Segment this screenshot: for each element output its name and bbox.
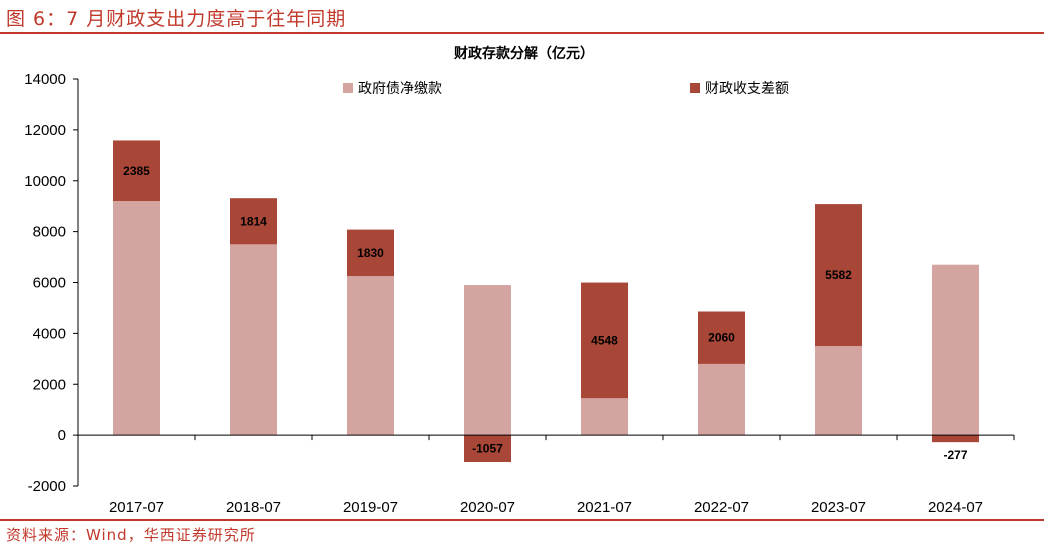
x-tick-label: 2018-07: [226, 499, 281, 516]
x-tick-label: 2024-07: [928, 499, 983, 516]
bar-debt-segment: [347, 276, 394, 436]
top-divider: [0, 32, 1044, 34]
y-tick-label: 0: [58, 427, 66, 444]
bar-debt-segment: [815, 346, 862, 436]
bar-debt-segment: [464, 285, 511, 436]
figure-title: 图 6：7 月财政支出力度高于往年同期: [6, 8, 347, 30]
y-tick-label: 4000: [33, 325, 66, 342]
bar-debt-segment: [581, 398, 628, 436]
bar-data-label: 2385: [123, 164, 150, 178]
y-tick-label: 8000: [33, 224, 66, 241]
x-tick-label: 2021-07: [577, 499, 632, 516]
legend-swatch-debt: [343, 83, 353, 93]
x-tick-label: 2017-07: [109, 499, 164, 516]
bar-balance-segment: [581, 282, 628, 399]
bar-balance-segment: [347, 229, 394, 277]
bar-balance-segment: [464, 435, 511, 463]
legend-swatch-balance: [690, 83, 700, 93]
bar-data-label: -1057: [472, 442, 503, 456]
bar-data-label: 4548: [591, 333, 618, 347]
bar-debt-segment: [932, 264, 979, 436]
y-tick-label: -2000: [28, 478, 66, 495]
source-note: 资料来源：Wind，华西证券研究所: [6, 526, 256, 544]
legend-label-balance: 财政收支差额: [705, 81, 789, 97]
x-tick-label: 2019-07: [343, 499, 398, 516]
chart-title: 财政存款分解（亿元）: [453, 45, 594, 62]
legend: 政府债净缴款 财政收支差额: [343, 81, 789, 97]
y-tick-label: 6000: [33, 275, 66, 292]
bar-data-label: 1830: [357, 246, 384, 260]
x-tick-label: 2020-07: [460, 499, 515, 516]
bars: 2385 1814 1830 -1057 4548 2060 5582 -277: [113, 140, 979, 462]
bar-debt-segment: [113, 201, 160, 436]
bar-balance-segment: [230, 198, 277, 245]
y-tick-label: 2000: [33, 376, 66, 393]
y-tick-label: 12000: [24, 122, 66, 139]
bar-data-label: 5582: [825, 268, 852, 282]
bar-balance-segment: [932, 435, 979, 443]
bar-balance-segment: [815, 204, 862, 347]
legend-label-debt: 政府债净缴款: [358, 81, 442, 97]
y-axis: 14000 12000 10000 8000 6000 4000 2000 0 -2000: [24, 71, 79, 495]
bar-data-label: 1814: [240, 214, 267, 228]
x-axis: 2017-07 2018-07 2019-07 2020-07 2021-07 2022-…: [77, 434, 1015, 516]
bottom-divider: [0, 519, 1044, 521]
y-tick-label: 14000: [24, 71, 66, 88]
bar-balance-segment: [113, 140, 160, 202]
y-tick-label: 10000: [24, 173, 66, 190]
stacked-bar-chart: 财政存款分解（亿元） 政府债净缴款 财政收支差额 14000 12000 10000…: [24, 45, 1015, 516]
bar-balance-segment: [698, 311, 745, 364]
bar-data-label: -277: [943, 448, 967, 462]
bar-debt-segment: [698, 363, 745, 436]
bar-data-label: 2060: [708, 331, 735, 345]
x-tick-label: 2022-07: [694, 499, 749, 516]
bar-debt-segment: [230, 244, 277, 436]
x-tick-label: 2023-07: [811, 499, 866, 516]
